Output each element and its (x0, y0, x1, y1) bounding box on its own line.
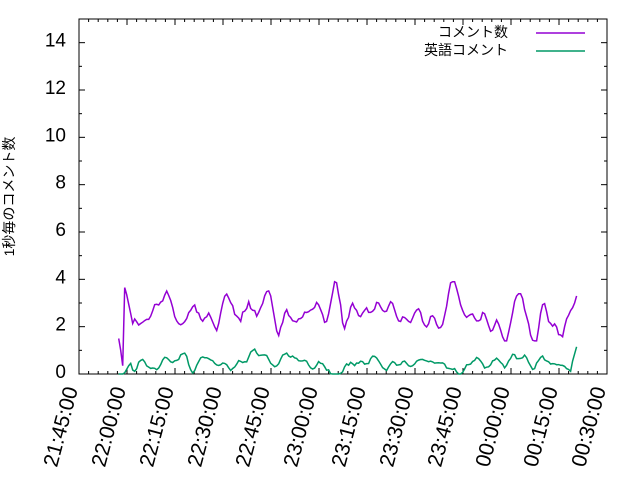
svg-text:8: 8 (55, 173, 66, 194)
svg-text:14: 14 (45, 31, 67, 52)
svg-text:4: 4 (55, 267, 66, 288)
svg-text:1秒毎のコメント数: 1秒毎のコメント数 (1, 137, 17, 257)
svg-text:英語コメント: 英語コメント (424, 42, 508, 58)
svg-text:6: 6 (55, 220, 66, 241)
svg-text:2: 2 (55, 315, 66, 336)
svg-text:0: 0 (55, 362, 66, 383)
svg-text:12: 12 (45, 78, 66, 99)
svg-text:10: 10 (45, 125, 66, 146)
svg-text:コメント数: コメント数 (438, 24, 508, 40)
